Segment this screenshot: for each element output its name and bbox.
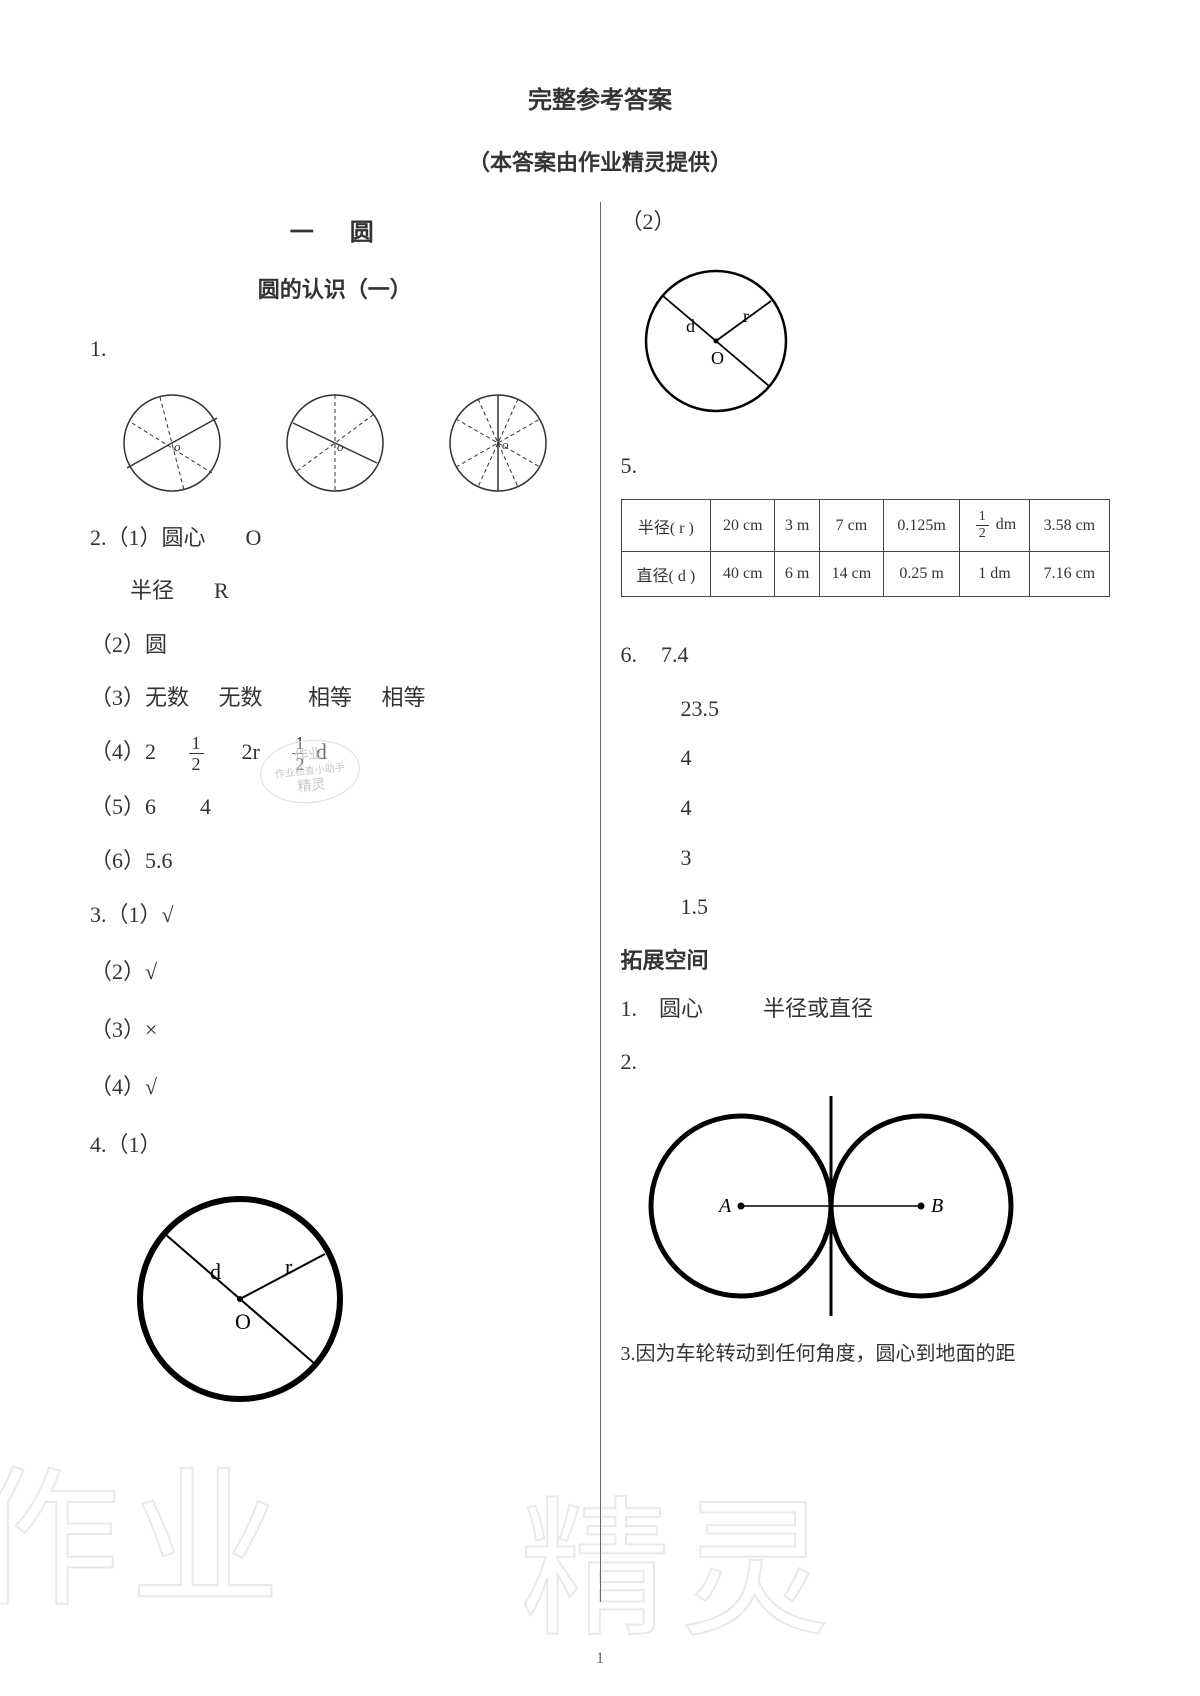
- two-column-layout: 一 圆 圆的认识（一） 1. o o: [70, 202, 1130, 1602]
- table-cell: 0.125m: [884, 500, 960, 552]
- svg-text:B: B: [931, 1195, 943, 1217]
- ext-q1: 1. 圆心半径或直径: [621, 989, 1111, 1029]
- table-cell: 20 cm: [711, 500, 775, 552]
- q1-three-circles-diagram: o o o: [90, 383, 580, 503]
- q2-3: （3）无数 无数 相等 相等: [90, 678, 580, 718]
- row-head-radius: 半径( r ): [621, 500, 711, 552]
- title-subtitle: （本答案由作业精灵提供）: [70, 145, 1130, 177]
- table-cell: 7.16 cm: [1029, 552, 1109, 597]
- q6-line1: 6.7.4: [621, 635, 1111, 675]
- q4-2-circle-diagram: d r O: [631, 256, 1111, 431]
- q3-4: （4）√: [90, 1067, 580, 1107]
- q6-v2: 23.5: [621, 689, 1111, 729]
- table-cell: 12 dm: [960, 500, 1030, 552]
- row-head-diameter: 直径( d ): [621, 552, 711, 597]
- table-cell: 1 dm: [960, 552, 1030, 597]
- q3-3: （3）×: [90, 1010, 580, 1050]
- table-cell: 7 cm: [819, 500, 883, 552]
- q1-label: 1.: [90, 329, 580, 369]
- q4-1-circle-diagram: d r O: [120, 1179, 580, 1424]
- q6-v5: 3: [621, 838, 1111, 878]
- svg-text:o: o: [502, 437, 509, 452]
- q6-v4: 4: [621, 788, 1111, 828]
- q5-label: 5.: [621, 446, 1111, 486]
- right-column: （2） d r O 5. 半径( r ) 20 cm 3 m 7 cm 0.12…: [601, 202, 1131, 1602]
- table-cell: 40 cm: [711, 552, 775, 597]
- q2-4: （4）2 12 2r 12 d: [90, 732, 580, 773]
- bicycle-wheels-diagram: A B: [621, 1096, 1111, 1321]
- section-heading: 圆的认识（一）: [90, 272, 580, 304]
- q4-1-label: 4.（1）: [90, 1125, 580, 1165]
- title-main: 完整参考答案: [70, 80, 1130, 115]
- table-cell: 0.25 m: [884, 552, 960, 597]
- table-cell: 3.58 cm: [1029, 500, 1109, 552]
- table-row: 直径( d ) 40 cm 6 m 14 cm 0.25 m 1 dm 7.16…: [621, 552, 1110, 597]
- q2-1-line1: 2.（1）圆心O: [90, 518, 580, 558]
- ext-q3-text: 3.因为车轮转动到任何角度，圆心到地面的距: [621, 1336, 1111, 1372]
- circle-center-label: o: [174, 439, 181, 454]
- diameter-label: d: [210, 1259, 221, 1284]
- table-cell: 6 m: [775, 552, 819, 597]
- center-label: O: [235, 1309, 251, 1334]
- table-cell: 14 cm: [819, 552, 883, 597]
- q6-v3: 4: [621, 738, 1111, 778]
- left-column: 一 圆 圆的认识（一） 1. o o: [70, 202, 600, 1602]
- q2-6: （6）5.6: [90, 841, 580, 881]
- table-row: 半径( r ) 20 cm 3 m 7 cm 0.125m 12 dm 3.58…: [621, 500, 1110, 552]
- q4-2-label: （2）: [621, 202, 1111, 242]
- chapter-heading: 一 圆: [90, 212, 580, 247]
- extension-heading: 拓展空间: [621, 943, 1111, 975]
- radius-label: r: [285, 1254, 293, 1279]
- q2-2: （2）圆: [90, 625, 580, 665]
- svg-text:r: r: [743, 306, 749, 326]
- q6-v6: 1.5: [621, 887, 1111, 927]
- q3-1: 3.（1）√: [90, 895, 580, 935]
- svg-text:A: A: [717, 1195, 732, 1217]
- svg-text:d: d: [686, 316, 695, 336]
- svg-text:o: o: [337, 439, 344, 454]
- q2-5: （5）6 4: [90, 787, 580, 827]
- q5-table: 半径( r ) 20 cm 3 m 7 cm 0.125m 12 dm 3.58…: [621, 499, 1111, 597]
- table-cell: 3 m: [775, 500, 819, 552]
- q2-1-line2: 半径R: [90, 571, 580, 611]
- ext-q2-label: 2.: [621, 1042, 1111, 1082]
- svg-text:O: O: [711, 348, 724, 368]
- page-number: 1: [596, 1650, 604, 1668]
- q3-2: （2）√: [90, 952, 580, 992]
